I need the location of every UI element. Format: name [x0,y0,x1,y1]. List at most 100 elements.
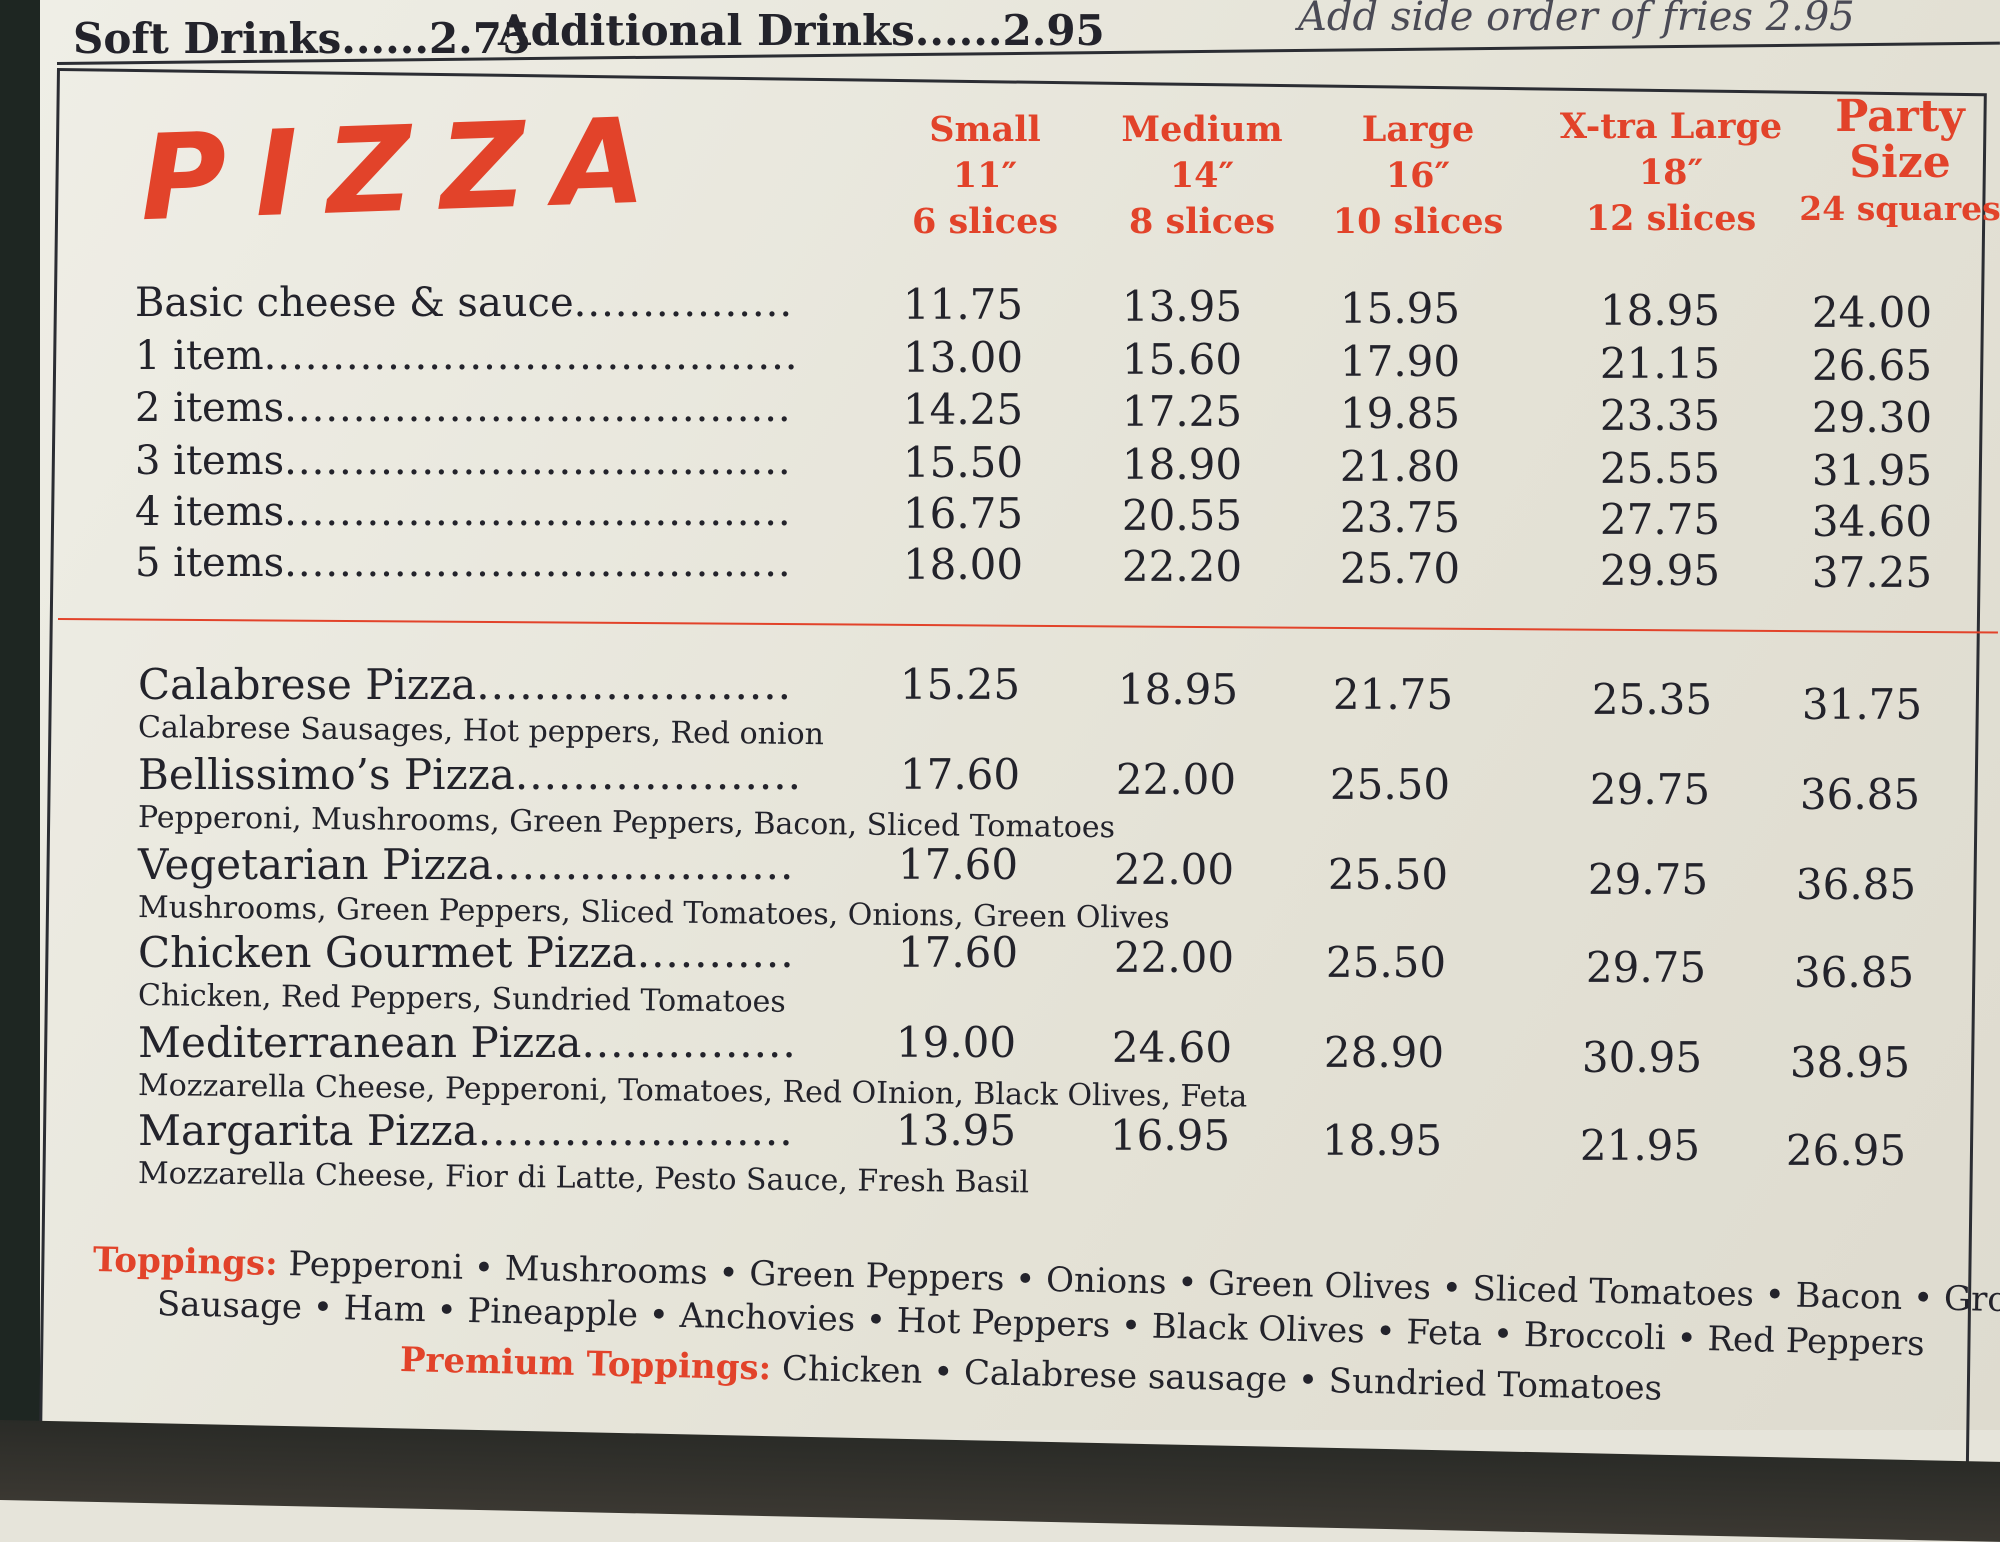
price-cell: 22.00 [1113,933,1235,982]
dot-leader: ..................................... [284,540,792,586]
price-cell: 17.25 [1121,387,1243,436]
price-cell: 19.00 [895,1018,1017,1067]
price-cell: 25.50 [1325,938,1447,987]
basic-row-label: Basic cheese & sauce................ [135,280,793,326]
price-cell: 18.00 [902,540,1024,589]
row-label: 1 item [135,333,264,379]
specialty-description: Chicken, Red Peppers, Sundried Tomatoes [137,978,786,1020]
price-cell: 29.95 [1599,546,1721,595]
price-cell: 23.75 [1339,493,1461,542]
price-cell: 23.35 [1599,391,1721,440]
size-dim: 14″ [1169,155,1235,196]
row-label: Basic cheese & sauce [135,280,574,326]
price-cell: 15.25 [899,660,1021,709]
size-header: X-tra Large 18″ 12 slices [1541,104,1801,242]
price-cell: 26.95 [1785,1126,1907,1175]
price-cell: 28.90 [1323,1028,1445,1077]
price-cell: 20.55 [1121,491,1243,540]
price-cell: 29.75 [1587,855,1709,904]
fries-note: Add side order of fries 2.95 [1298,0,1855,40]
dot-leader: ........... [636,928,795,977]
size-header: Party Size 24 squares [1770,94,2000,232]
size-dim: 18″ [1638,152,1704,193]
price-cell: 25.50 [1329,760,1451,809]
price-cell: 16.75 [902,489,1024,538]
price-cell: 25.35 [1591,675,1713,724]
price-cell: 38.95 [1789,1038,1911,1087]
price-cell: 11.75 [902,280,1024,329]
price-cell: 13.00 [902,333,1024,382]
price-cell: 25.55 [1599,444,1721,493]
price-cell: 26.65 [1811,341,1933,390]
price-cell: 15.60 [1121,335,1243,384]
price-cell: 29.75 [1589,765,1711,814]
price-cell: 17.60 [897,928,1019,977]
size-name: Large [1361,109,1475,150]
price-cell: 21.15 [1599,339,1721,388]
price-cell: 18.95 [1117,665,1239,714]
price-cell: 19.85 [1339,389,1461,438]
price-cell: 36.85 [1793,948,1915,997]
specialty-name: Mediterranean Pizza............... [138,1018,797,1067]
price-cell: 24.00 [1811,288,1933,337]
price-cell: 27.75 [1599,495,1721,544]
price-cell: 13.95 [895,1106,1017,1155]
price-cell: 21.80 [1339,442,1461,491]
menu-board [40,0,2000,1430]
pizza-name: Mediterranean Pizza [138,1018,582,1067]
size-header: Small 11″ 6 slices [855,107,1115,245]
dot-leader: ..................................... [284,438,792,484]
price-cell: 17.90 [1339,337,1461,386]
price-cell: 18.95 [1321,1116,1443,1165]
price-cell: 15.95 [1339,284,1461,333]
row-label: 5 items [135,540,285,586]
price-cell: 21.95 [1579,1121,1701,1170]
size-dim: 16″ [1385,155,1451,196]
specialty-name: Calabrese Pizza...................... [138,660,792,709]
dot-leader: ..................................... [284,385,792,431]
size-dim: Size [1849,137,1951,188]
row-label: 2 items [135,385,285,431]
pizza-name: Bellissimo’s Pizza [138,750,515,799]
size-count: 24 squares [1799,189,2000,228]
size-dim: 11″ [952,155,1018,196]
dot-leader: ....................................... [263,333,799,379]
soft-drinks-price: Soft Drinks......2.75 [73,14,532,63]
row-label: 3 items [135,438,285,484]
price-cell: 25.70 [1339,544,1461,593]
basic-row-label: 4 items.................................… [135,489,792,535]
pizza-name: Vegetarian Pizza [138,840,493,889]
specialty-name: Chicken Gourmet Pizza........... [138,928,795,977]
basic-row-label: 3 items.................................… [135,438,792,484]
basic-row-label: 1 item..................................… [135,333,799,379]
basic-row-label: 5 items.................................… [135,540,792,586]
row-label: 4 items [135,489,285,535]
price-cell: 36.85 [1799,770,1921,819]
size-name: Medium [1121,109,1283,150]
price-cell: 17.60 [899,750,1021,799]
price-cell: 34.60 [1811,497,1933,546]
price-cell: 29.30 [1811,393,1933,442]
pizza-name: Margarita Pizza [138,1106,478,1155]
dot-leader: .................... [514,750,802,799]
price-cell: 15.50 [902,438,1024,487]
price-cell: 18.90 [1121,440,1243,489]
price-cell: 22.00 [1115,755,1237,804]
price-cell: 14.25 [902,385,1024,434]
price-cell: 29.75 [1585,943,1707,992]
specialty-name: Margarita Pizza...................... [138,1106,794,1155]
size-header: Medium 14″ 8 slices [1072,107,1332,245]
price-cell: 16.95 [1109,1111,1231,1160]
size-name: Small [929,109,1041,150]
dot-leader: ...................... [476,660,792,709]
price-cell: 24.60 [1111,1023,1233,1072]
size-name: Party [1835,91,1965,142]
price-cell: 37.25 [1811,548,1933,597]
price-cell: 22.20 [1121,542,1243,591]
price-cell: 31.75 [1801,680,1923,729]
additional-drinks-price: Additional Drinks......2.95 [498,6,1105,55]
dot-leader: ..................................... [284,489,792,535]
size-count: 10 slices [1332,201,1504,242]
dot-leader: ................ [573,280,794,326]
size-count: 12 slices [1585,198,1757,239]
